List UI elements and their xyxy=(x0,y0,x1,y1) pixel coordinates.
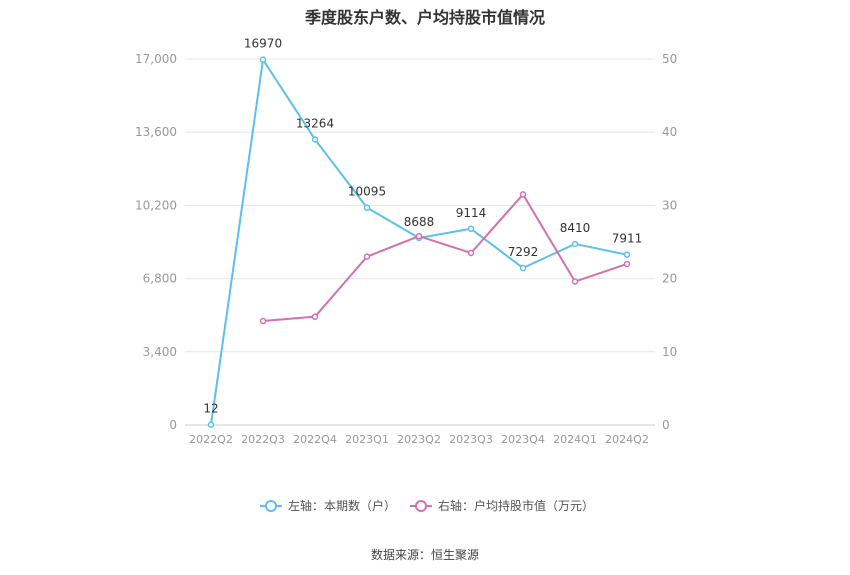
data-label: 9114 xyxy=(456,206,487,220)
x-tick-label: 2024Q1 xyxy=(553,433,597,446)
left-tick-label: 10,200 xyxy=(135,198,177,212)
x-tick-label: 2023Q3 xyxy=(449,433,493,446)
x-tick-label: 2022Q2 xyxy=(189,433,233,446)
series-line-left xyxy=(210,58,628,425)
data-label: 7292 xyxy=(508,245,539,259)
right-tick-label: 0 xyxy=(662,418,670,432)
data-point-left xyxy=(571,240,579,248)
chart-title: 季度股东户数、户均持股市值情况 xyxy=(304,8,545,27)
legend-label: 左轴：本期数（户） xyxy=(288,498,396,513)
x-tick-label: 2023Q1 xyxy=(345,433,389,446)
data-point-left xyxy=(519,264,527,272)
data-label: 10095 xyxy=(348,185,386,199)
x-tick-label: 2023Q4 xyxy=(501,433,545,446)
left-tick-label: 0 xyxy=(169,418,177,432)
data-point-right xyxy=(467,249,475,257)
right-tick-label: 40 xyxy=(662,125,677,139)
grid-lines xyxy=(185,58,655,426)
data-label: 7911 xyxy=(612,232,643,246)
data-label: 13264 xyxy=(296,116,334,130)
data-point-left xyxy=(363,204,371,211)
data-point-right xyxy=(623,260,631,268)
legend: 左轴：本期数（户） 右轴：户均持股市值（万元） xyxy=(260,498,594,513)
data-point-left xyxy=(259,56,267,63)
x-tick-label: 2022Q3 xyxy=(241,433,285,446)
data-point-right xyxy=(259,317,267,325)
data-source: 数据来源：恒生聚源 xyxy=(370,548,479,562)
data-point-left xyxy=(311,136,319,143)
left-axis-ticks: 0 3,400 6,800 10,200 13,600 17,000 xyxy=(135,52,177,432)
data-label: 8410 xyxy=(560,221,591,235)
data-label: 12 xyxy=(203,402,218,416)
legend-marker xyxy=(415,500,427,512)
left-tick-label: 13,600 xyxy=(135,125,177,139)
right-tick-label: 20 xyxy=(662,272,677,286)
left-tick-label: 17,000 xyxy=(135,52,177,66)
right-axis-ticks: 0 10 20 30 40 50 xyxy=(662,52,677,432)
data-point-right xyxy=(415,232,423,240)
data-point-right xyxy=(571,278,579,285)
x-tick-label: 2023Q2 xyxy=(397,433,441,446)
right-tick-label: 10 xyxy=(662,345,677,359)
data-point-left xyxy=(623,251,631,258)
data-point-right xyxy=(311,313,319,320)
data-point-right xyxy=(519,191,527,198)
data-point-left xyxy=(467,225,475,233)
left-tick-label: 3,400 xyxy=(143,345,177,359)
right-tick-label: 30 xyxy=(662,198,677,212)
left-tick-label: 6,800 xyxy=(143,272,177,286)
data-point-right xyxy=(363,253,371,260)
series-line-right xyxy=(262,193,628,323)
x-tick-label: 2022Q4 xyxy=(293,433,337,446)
series-group: 12 16970 13264 10095 8688 9114 7292 8410 7911 xyxy=(203,37,642,428)
data-point-left xyxy=(207,421,215,428)
legend-label: 右轴：户均持股市值（万元） xyxy=(438,498,594,513)
legend-marker xyxy=(265,500,277,512)
right-tick-label: 50 xyxy=(662,52,677,66)
x-tick-label: 2024Q2 xyxy=(605,433,649,446)
x-axis-ticks: 2022Q2 2022Q3 2022Q4 2023Q1 2023Q2 2023Q3 2023… xyxy=(189,433,649,446)
data-label: 16970 xyxy=(244,37,282,51)
data-label: 8688 xyxy=(404,215,435,229)
